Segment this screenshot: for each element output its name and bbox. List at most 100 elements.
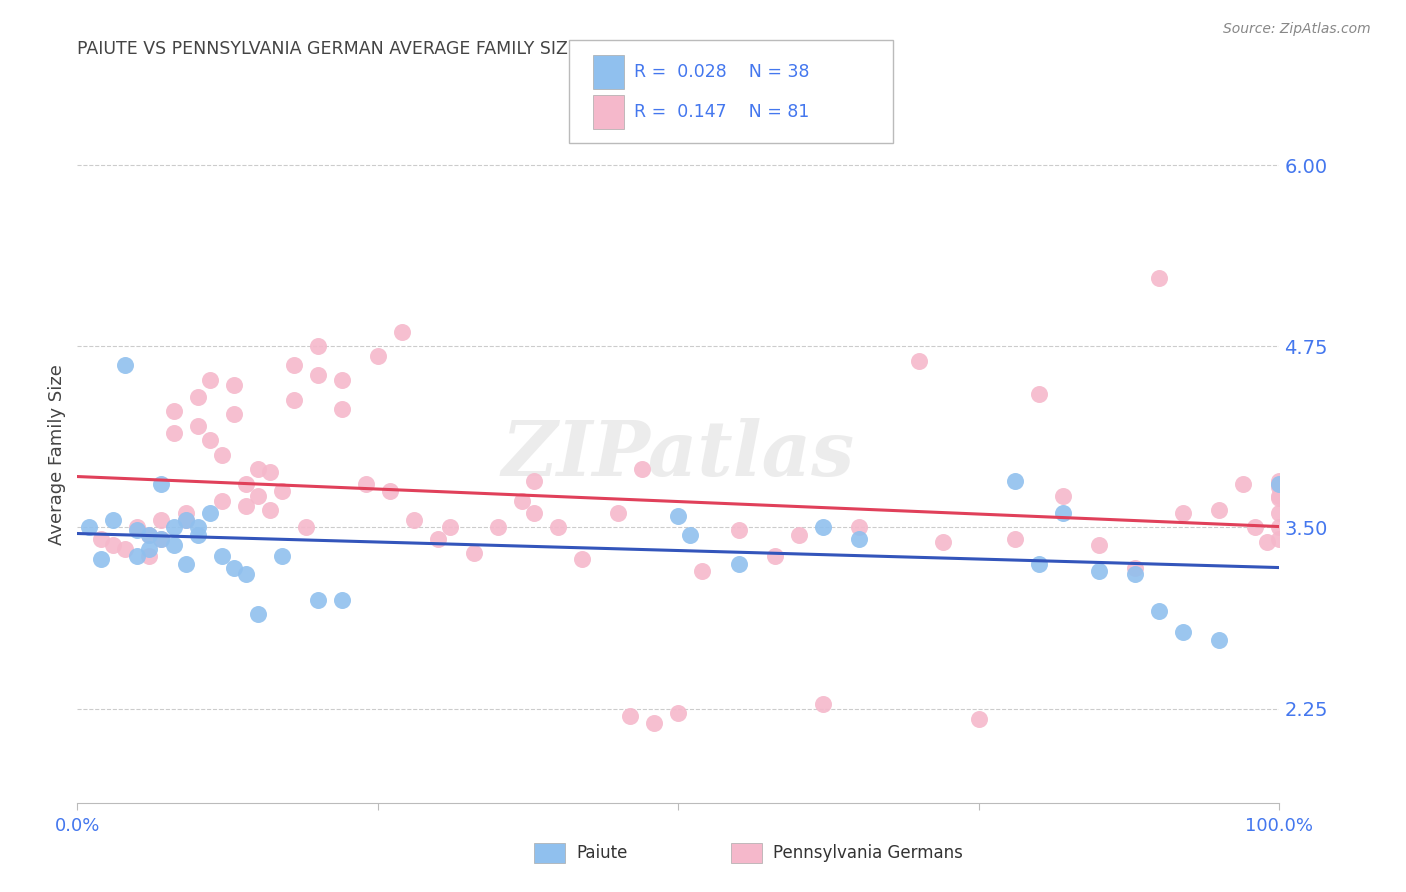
Text: Source: ZipAtlas.com: Source: ZipAtlas.com bbox=[1223, 22, 1371, 37]
Point bbox=[811, 520, 834, 534]
Point bbox=[763, 549, 786, 564]
Point bbox=[607, 506, 630, 520]
Point bbox=[174, 513, 197, 527]
Point bbox=[150, 476, 173, 491]
Point bbox=[1232, 476, 1254, 491]
Point bbox=[186, 390, 209, 404]
Point bbox=[463, 546, 485, 561]
Point bbox=[259, 503, 281, 517]
Point bbox=[1208, 633, 1230, 648]
Point bbox=[127, 520, 149, 534]
Point bbox=[378, 484, 401, 499]
Point bbox=[1268, 480, 1291, 494]
Point bbox=[235, 566, 257, 581]
Point bbox=[1256, 535, 1278, 549]
Text: R =  0.147    N = 81: R = 0.147 N = 81 bbox=[634, 103, 810, 121]
Point bbox=[1004, 532, 1026, 546]
Point bbox=[138, 549, 160, 564]
Point bbox=[679, 527, 702, 541]
Point bbox=[162, 426, 184, 441]
Point bbox=[174, 557, 197, 571]
Point bbox=[162, 520, 184, 534]
Point bbox=[1088, 538, 1111, 552]
Point bbox=[1123, 566, 1146, 581]
Point bbox=[150, 532, 173, 546]
Point bbox=[1268, 474, 1291, 488]
Point bbox=[523, 506, 546, 520]
Point bbox=[1268, 491, 1291, 506]
Point bbox=[811, 698, 834, 712]
Point bbox=[908, 353, 931, 368]
Point bbox=[1028, 557, 1050, 571]
Point bbox=[727, 523, 749, 537]
Point bbox=[848, 520, 870, 534]
Point bbox=[235, 499, 257, 513]
Text: ZIPatlas: ZIPatlas bbox=[502, 418, 855, 491]
Text: Pennsylvania Germans: Pennsylvania Germans bbox=[773, 844, 963, 862]
Point bbox=[79, 520, 101, 534]
Text: Paiute: Paiute bbox=[576, 844, 628, 862]
Point bbox=[294, 520, 316, 534]
Point bbox=[1052, 489, 1074, 503]
Point bbox=[439, 520, 461, 534]
Point bbox=[1123, 561, 1146, 575]
Point bbox=[186, 520, 209, 534]
Point bbox=[283, 358, 305, 372]
Point bbox=[114, 358, 136, 372]
Point bbox=[198, 506, 221, 520]
Point bbox=[1268, 476, 1291, 491]
Point bbox=[283, 392, 305, 407]
Point bbox=[138, 542, 160, 557]
Point bbox=[246, 607, 269, 622]
Point bbox=[211, 549, 233, 564]
Point bbox=[235, 476, 257, 491]
Point bbox=[571, 552, 593, 566]
Point bbox=[103, 513, 125, 527]
Point bbox=[246, 462, 269, 476]
Point bbox=[114, 542, 136, 557]
Point bbox=[932, 535, 955, 549]
Point bbox=[222, 378, 245, 392]
Point bbox=[90, 532, 112, 546]
Point bbox=[1173, 624, 1195, 639]
Point bbox=[486, 520, 509, 534]
Point bbox=[127, 523, 149, 537]
Text: 0.0%: 0.0% bbox=[55, 817, 100, 835]
Point bbox=[367, 350, 389, 364]
Point bbox=[90, 552, 112, 566]
Y-axis label: Average Family Size: Average Family Size bbox=[48, 365, 66, 545]
Point bbox=[1052, 506, 1074, 520]
Point bbox=[668, 508, 690, 523]
Point bbox=[127, 549, 149, 564]
Point bbox=[330, 373, 353, 387]
Point bbox=[354, 476, 377, 491]
Point bbox=[1268, 520, 1291, 534]
Point bbox=[523, 474, 546, 488]
Point bbox=[138, 527, 160, 541]
Point bbox=[186, 527, 209, 541]
Point bbox=[391, 325, 413, 339]
Point bbox=[307, 339, 329, 353]
Point bbox=[138, 527, 160, 541]
Point bbox=[174, 513, 197, 527]
Point bbox=[727, 557, 749, 571]
Point bbox=[1173, 506, 1195, 520]
Point bbox=[668, 706, 690, 720]
Text: R =  0.028    N = 38: R = 0.028 N = 38 bbox=[634, 63, 810, 81]
Point bbox=[162, 538, 184, 552]
Point bbox=[510, 494, 533, 508]
Point bbox=[307, 592, 329, 607]
Point bbox=[198, 434, 221, 448]
Point bbox=[259, 466, 281, 480]
Point bbox=[1149, 605, 1171, 619]
Point bbox=[1149, 271, 1171, 285]
Point bbox=[1268, 532, 1291, 546]
Point bbox=[848, 532, 870, 546]
Point bbox=[150, 532, 173, 546]
Point bbox=[211, 448, 233, 462]
Point bbox=[1268, 489, 1291, 503]
Point bbox=[330, 401, 353, 416]
Point bbox=[222, 407, 245, 422]
Point bbox=[270, 484, 292, 499]
Point bbox=[103, 538, 125, 552]
